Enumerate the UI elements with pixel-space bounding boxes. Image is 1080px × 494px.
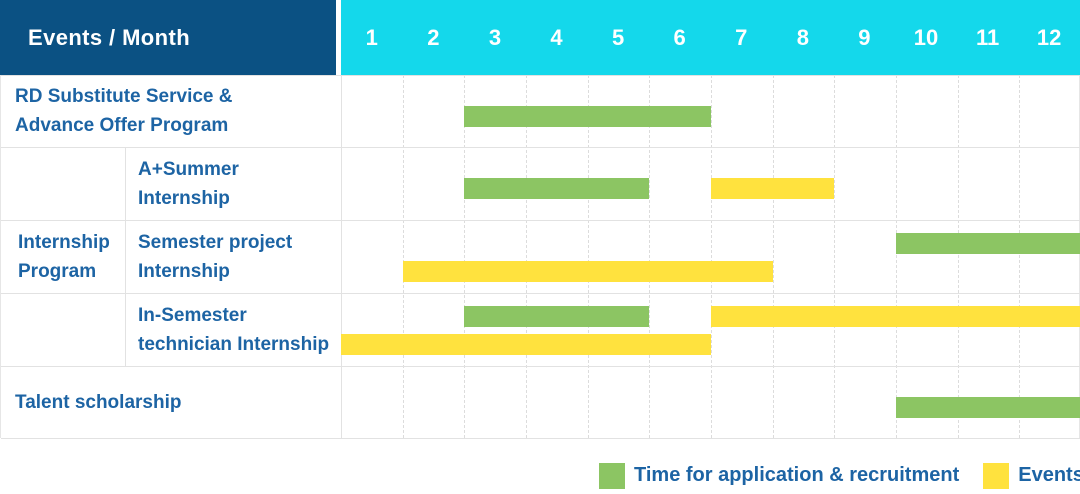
month-header-11: 11 — [975, 24, 1000, 50]
row-label-semester-project-internship: Semester project Internship — [138, 231, 293, 282]
row-border — [1, 220, 1080, 221]
row-label-talent-scholarship: Talent scholarship — [15, 391, 182, 413]
gantt-bar-events — [402, 261, 773, 282]
month-gridline — [587, 75, 589, 438]
row-label-a-plus-summer-internship: A+Summer Internship — [138, 158, 239, 209]
row-label-in-semester-technician-internship: In-Semester technician Internship — [138, 304, 330, 355]
month-header-1: 1 — [365, 24, 378, 50]
gantt-bar-events — [711, 178, 835, 199]
gantt-body: RD Substitute Service & Advance Offer Pr… — [0, 75, 1080, 439]
events-month-title: Events / Month — [28, 24, 191, 50]
month-header-8: 8 — [796, 24, 809, 50]
month-gridline — [649, 75, 651, 438]
month-header-7: 7 — [735, 24, 748, 50]
month-gridline — [834, 75, 836, 438]
month-header-2: 2 — [427, 24, 440, 50]
month-gridline — [957, 75, 959, 438]
legend-item-application: Time for application & recruitment — [599, 462, 960, 489]
row-border — [1, 75, 1080, 76]
month-gridline — [1019, 75, 1021, 438]
row-border — [1, 293, 1080, 294]
month-header-3: 3 — [488, 24, 502, 50]
gantt-bar-application — [464, 106, 711, 127]
row-border — [1, 147, 1080, 148]
month-gridline — [402, 75, 404, 438]
month-header-5: 5 — [611, 24, 625, 50]
legend-swatch-application — [599, 462, 625, 489]
month-header-12: 12 — [1036, 24, 1062, 50]
gantt-bar-events — [711, 306, 1080, 327]
gantt-bar-events — [341, 334, 711, 355]
month-header-4: 4 — [550, 24, 563, 50]
month-gridline — [711, 75, 712, 438]
legend-label-application: Time for application & recruitment — [634, 464, 960, 486]
month-gridline — [772, 75, 774, 438]
legend-label-events: Events — [1018, 464, 1080, 486]
month-header-6: 6 — [673, 24, 686, 50]
legend: Time for application & recruitment Events — [599, 462, 1080, 489]
gantt-bar-application — [464, 178, 650, 199]
legend-item-events: Events — [983, 462, 1080, 489]
legend-swatch-events — [983, 462, 1010, 489]
column-border — [125, 147, 126, 366]
gantt-bar-application — [896, 397, 1080, 418]
month-header-row: 1 2 3 4 5 6 7 8 9 10 11 12 — [341, 0, 1080, 75]
month-gridline — [526, 75, 527, 438]
table-header-events-month: Events / Month — [0, 0, 336, 75]
month-gridline — [464, 75, 466, 438]
row-label-rd-substitute-service: RD Substitute Service & Advance Offer Pr… — [15, 86, 233, 136]
column-border — [341, 75, 342, 438]
month-header-9: 9 — [858, 24, 871, 50]
gantt-bar-application — [896, 233, 1080, 254]
gantt-bar-application — [464, 306, 650, 327]
month-header-10: 10 — [913, 24, 939, 50]
row-border — [1, 438, 1080, 439]
row-border — [1, 366, 1080, 367]
row-group-label-internship-program: Internship Program — [18, 231, 110, 282]
month-gridline — [896, 75, 897, 438]
